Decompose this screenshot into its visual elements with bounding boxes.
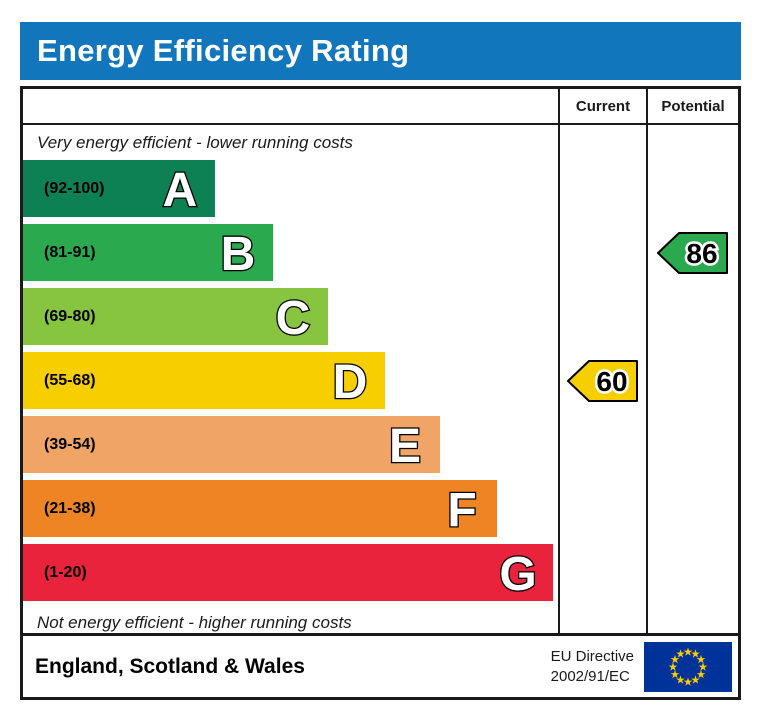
- eu-flag-icon: [644, 641, 732, 692]
- band-b: (81-91) B: [23, 224, 273, 281]
- svg-text:E: E: [389, 420, 421, 471]
- band-d: (55-68) D: [23, 352, 386, 409]
- band-letter: B: [219, 227, 256, 279]
- bands-area: Very energy efficient - lower running co…: [23, 125, 558, 633]
- band-letter: E: [388, 419, 423, 471]
- rating-table: Current Potential Very energy efficient …: [20, 86, 741, 700]
- band-letter: G: [498, 547, 538, 599]
- region-label: England, Scotland & Wales: [35, 654, 305, 678]
- svg-text:F: F: [447, 484, 476, 535]
- bottom-note: Not energy efficient - higher running co…: [37, 613, 352, 632]
- band-letter: A: [161, 163, 198, 215]
- top-note: Very energy efficient - lower running co…: [37, 132, 353, 152]
- potential-column-header: Potential: [646, 89, 738, 123]
- band-letter: D: [332, 355, 369, 407]
- band-range-label: (39-54): [44, 435, 96, 453]
- potential-column: 86: [646, 125, 738, 633]
- current-rating-arrow: 60: [567, 359, 638, 402]
- svg-text:G: G: [500, 548, 537, 599]
- table-header: Current Potential: [23, 89, 738, 125]
- band-range-label: (55-68): [44, 371, 96, 389]
- eu-directive-line1: EU Directive: [550, 647, 634, 665]
- band-letter: C: [274, 291, 311, 343]
- svg-text:D: D: [333, 356, 368, 407]
- band-range-label: (1-20): [44, 563, 87, 581]
- band-c: (69-80) C: [23, 288, 328, 345]
- band-range-label: (81-91): [44, 243, 96, 261]
- band-letter: F: [446, 483, 478, 535]
- band-list: (92-100) A (81-91) B (69-80) C (55-68) D (39-54)…: [23, 160, 558, 608]
- band-range-label: (92-100): [44, 179, 105, 197]
- table-body: Very energy efficient - lower running co…: [23, 125, 738, 633]
- band-e: (39-54) E: [23, 416, 441, 473]
- band-g: (1-20) G: [23, 544, 554, 601]
- eu-directive-label: EU Directive 2002/91/EC: [551, 647, 634, 687]
- svg-text:A: A: [163, 164, 198, 215]
- band-f: (21-38) F: [23, 480, 497, 537]
- current-rating-value: 60: [596, 366, 627, 397]
- eu-directive-line2: 2002/91/EC: [550, 667, 630, 685]
- band-range-label: (69-80): [44, 307, 96, 325]
- svg-text:C: C: [276, 292, 311, 343]
- header-spacer: [23, 89, 558, 123]
- page-title: Energy Efficiency Rating: [37, 33, 410, 68]
- current-column-header: Current: [558, 89, 646, 123]
- potential-rating-value: 86: [686, 238, 717, 269]
- band-a: (92-100) A: [23, 160, 216, 217]
- table-footer: England, Scotland & Wales EU Directive 2…: [23, 633, 738, 697]
- band-range-label: (21-38): [44, 499, 96, 517]
- title-bar: Energy Efficiency Rating: [20, 22, 741, 80]
- potential-rating-arrow: 86: [657, 231, 728, 274]
- svg-text:B: B: [221, 228, 256, 279]
- current-column: 60: [558, 125, 646, 633]
